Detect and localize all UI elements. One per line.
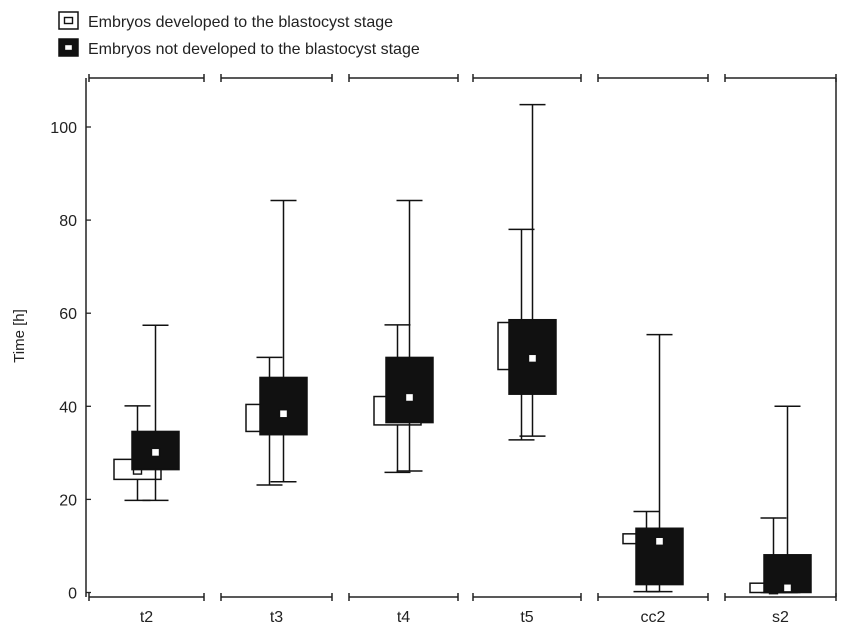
x-tick-label: t5 — [520, 609, 533, 626]
y-tick-label: 60 — [59, 306, 77, 323]
box-body — [385, 356, 434, 424]
bottom-bracket-t4 — [348, 593, 459, 601]
legend-label-developed: Embryos developed to the blastocyst stag… — [88, 14, 393, 31]
center-marker — [782, 583, 793, 593]
y-tick-label: 0 — [68, 586, 77, 603]
x-tick-label: t3 — [270, 609, 283, 626]
legend-item-not-developed: Embryos not developed to the blastocyst … — [58, 38, 420, 58]
legend-swatch-marker — [63, 16, 74, 25]
bottom-bracket-t5 — [472, 593, 582, 601]
y-tick-label: 20 — [59, 492, 77, 509]
bottom-bracket-t2 — [88, 593, 205, 601]
center-marker — [404, 392, 415, 403]
y-tick-label: 80 — [59, 213, 77, 230]
center-marker — [278, 409, 289, 419]
center-marker — [527, 353, 538, 364]
y-tick-label: 40 — [59, 399, 77, 416]
bottom-bracket-cc2 — [597, 593, 709, 601]
legend: Embryos developed to the blastocyst stag… — [58, 11, 420, 58]
box-s2-series-2 — [763, 405, 812, 594]
y-axis-label: Time [h] — [11, 309, 28, 363]
legend-label-not-developed: Embryos not developed to the blastocyst … — [88, 41, 420, 58]
x-axis: t2 t3 t4 t5 cc2 s2 — [140, 609, 789, 626]
center-marker — [654, 536, 665, 546]
box-body — [131, 430, 180, 471]
category-brackets — [88, 74, 837, 601]
box-t4-series-2 — [385, 199, 434, 472]
center-marker — [150, 447, 161, 458]
boxes — [113, 103, 812, 595]
box-t5-series-2 — [508, 103, 557, 437]
top-bracket-cc2 — [597, 74, 709, 82]
top-bracket-t2 — [88, 74, 205, 82]
legend-item-developed: Embryos developed to the blastocyst stag… — [58, 11, 393, 31]
x-tick-label: t2 — [140, 609, 153, 626]
x-tick-label: cc2 — [641, 609, 666, 626]
top-bracket-s2 — [724, 74, 837, 82]
legend-swatch-marker — [63, 43, 74, 52]
x-tick-label: s2 — [772, 609, 789, 626]
box-cc2-series-2 — [635, 333, 684, 593]
box-t2-series-2 — [131, 324, 180, 502]
y-tick-label: 100 — [50, 120, 77, 137]
top-bracket-t4 — [348, 74, 459, 82]
y-axis: 0 20 40 60 80 100 — [50, 120, 91, 603]
bottom-bracket-t3 — [220, 593, 333, 601]
box-body — [259, 376, 308, 436]
box-t3-series-2 — [259, 199, 308, 483]
top-bracket-t5 — [472, 74, 582, 82]
x-tick-label: t4 — [397, 609, 410, 626]
bottom-bracket-s2 — [724, 593, 837, 601]
top-bracket-t3 — [220, 74, 333, 82]
